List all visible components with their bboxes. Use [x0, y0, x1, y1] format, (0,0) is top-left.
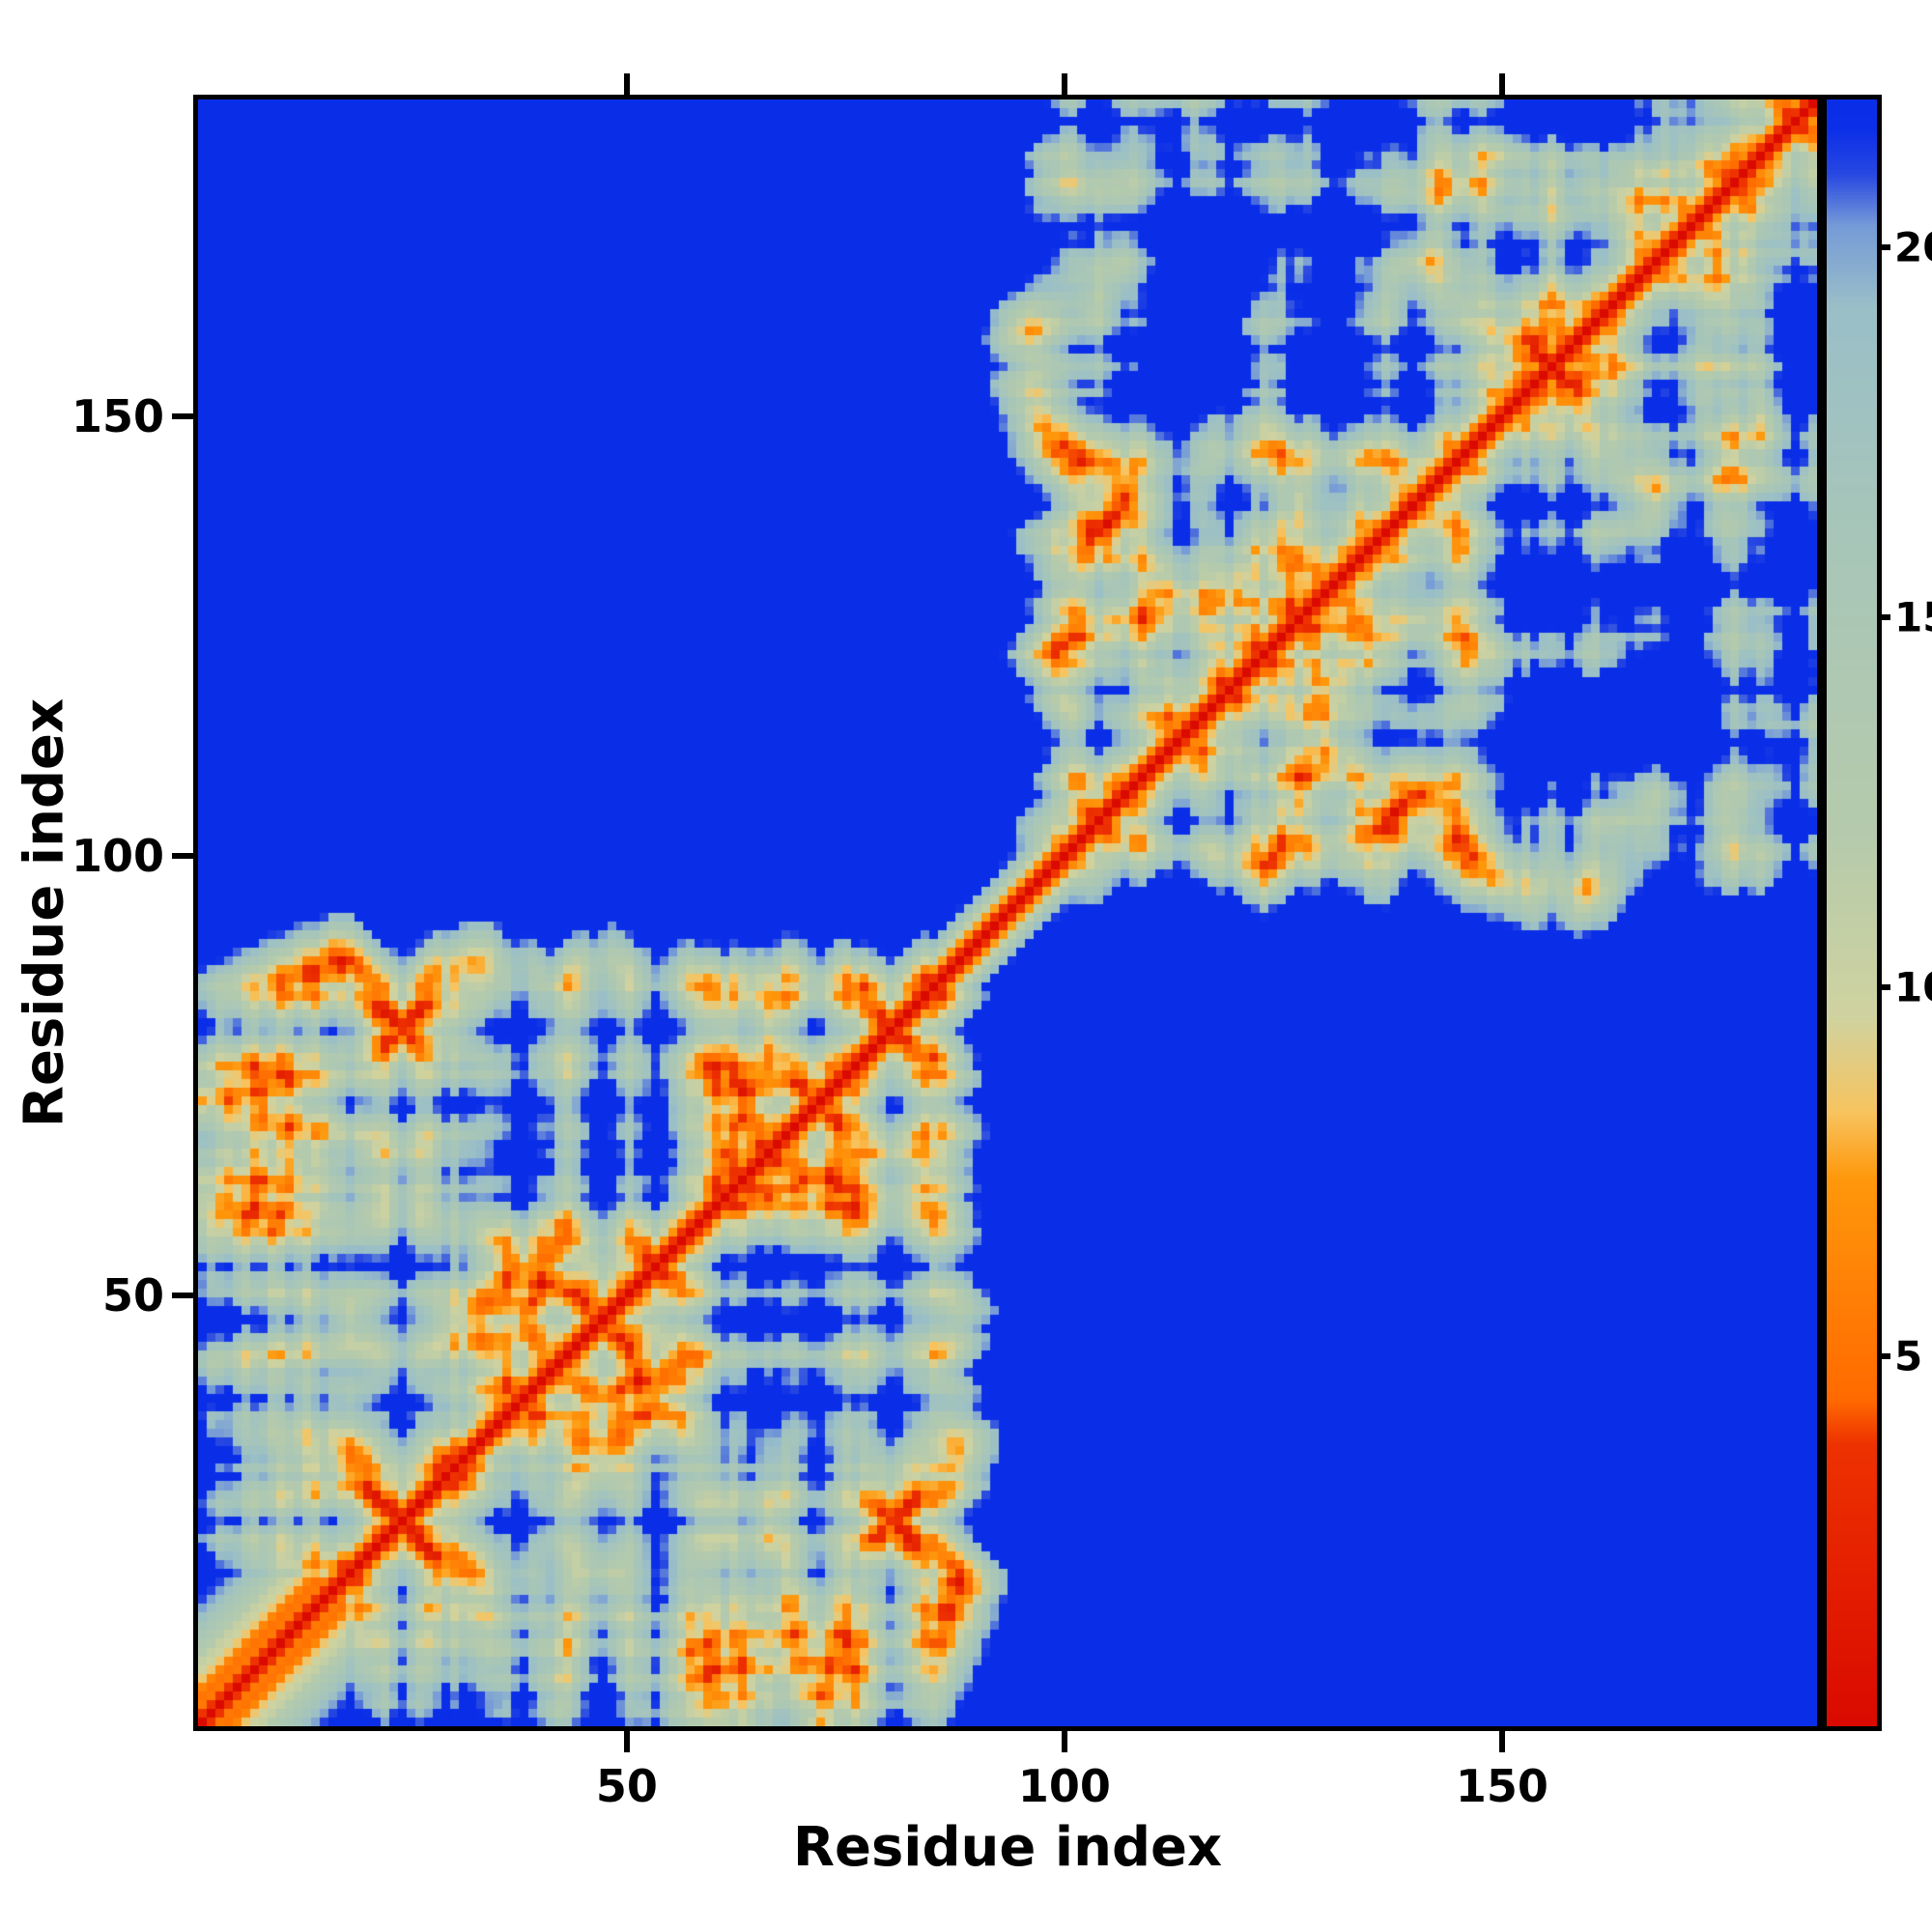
colorbar-tick-mark — [1877, 613, 1890, 620]
y-tick-label: 100 — [71, 829, 164, 882]
heatmap-canvas — [198, 99, 1817, 1726]
x-tick-mark-top — [1498, 73, 1505, 95]
x-tick-label: 100 — [1017, 1760, 1111, 1812]
y-axis-label: Residue index — [13, 697, 76, 1128]
y-tick-mark — [172, 1292, 193, 1298]
x-tick-mark — [623, 1731, 630, 1752]
y-tick-mark — [172, 412, 193, 419]
x-tick-mark — [1061, 1731, 1067, 1752]
x-tick-mark-top — [623, 73, 630, 95]
x-tick-label: 50 — [595, 1760, 658, 1812]
colorbar-tick-label: 20 — [1894, 223, 1932, 271]
x-tick-label: 150 — [1455, 1760, 1548, 1812]
colorbar-tick-mark — [1877, 983, 1890, 990]
x-tick-mark — [1498, 1731, 1505, 1752]
colorbar-tick-label: 15 — [1894, 593, 1932, 641]
colorbar-tick-label: 10 — [1894, 963, 1932, 1011]
x-axis-label: Residue index — [792, 1816, 1223, 1879]
heatmap-plot — [193, 95, 1822, 1731]
colorbar-tick-label: 5 — [1894, 1332, 1923, 1380]
colorbar — [1822, 95, 1882, 1731]
x-tick-mark-top — [1061, 73, 1067, 95]
y-tick-mark — [172, 852, 193, 859]
y-tick-label: 50 — [101, 1268, 164, 1321]
colorbar-tick-mark — [1877, 1353, 1890, 1360]
colorbar-tick-mark — [1877, 244, 1890, 251]
colorbar-canvas — [1827, 99, 1877, 1726]
y-tick-label: 150 — [71, 389, 164, 442]
